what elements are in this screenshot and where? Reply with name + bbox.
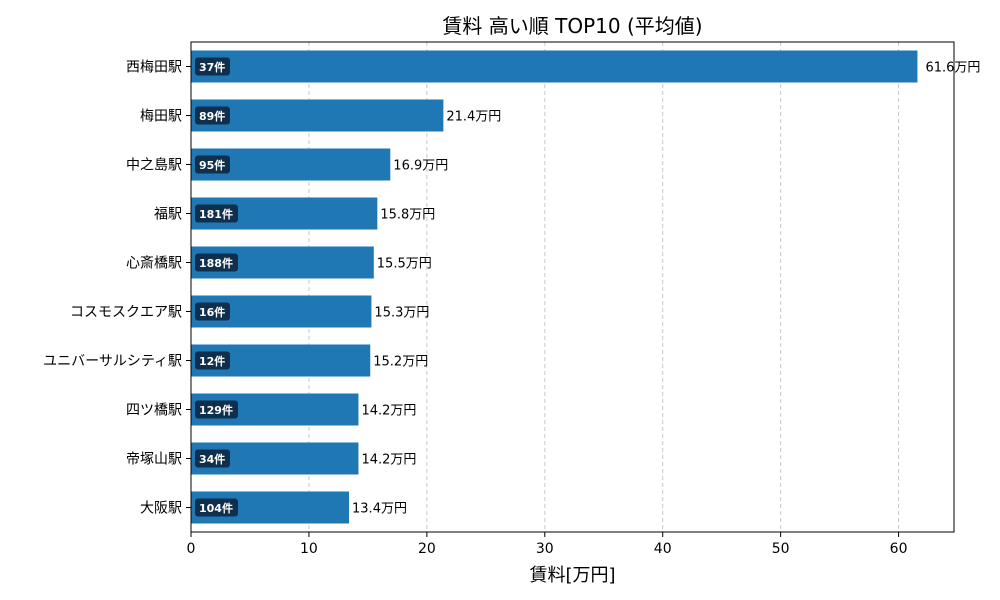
count-label: 16件 — [199, 305, 225, 319]
y-tick-label: 福駅 — [154, 207, 182, 223]
count-badge — [195, 351, 230, 370]
count-badge — [195, 400, 238, 419]
y-tick-label: 大阪駅 — [140, 501, 182, 517]
x-tick-label: 10 — [300, 541, 318, 557]
plot-frame — [190, 41, 955, 533]
value-label: 15.3万円 — [374, 306, 429, 321]
value-label: 14.2万円 — [361, 453, 416, 468]
count-badge — [195, 106, 230, 125]
value-label: 14.2万円 — [361, 404, 416, 419]
value-label: 61.6万円 — [925, 61, 980, 76]
count-label: 188件 — [199, 256, 233, 270]
count-badge — [195, 253, 238, 272]
x-tick-label: 50 — [772, 541, 790, 557]
value-label: 13.4万円 — [352, 502, 407, 517]
axes: 0 10 20 30 40 50 60 西梅田駅梅田駅中之島駅福駅心斎橋駅コスモスクエア駅ユニ… — [43, 60, 907, 558]
y-tick-label: 心斎橋駅 — [126, 255, 182, 272]
count-label: 12件 — [199, 354, 225, 368]
count-badge — [195, 449, 230, 468]
value-label: 16.9万円 — [393, 159, 448, 174]
value-label: 15.2万円 — [373, 355, 428, 370]
x-tick-label: 20 — [418, 541, 436, 557]
count-label: 181件 — [199, 207, 233, 221]
count-label: 129件 — [199, 403, 233, 417]
count-label: 89件 — [199, 109, 225, 123]
value-label: 15.8万円 — [380, 208, 435, 223]
y-tick-label: ユニバーサルシティ駅 — [43, 354, 182, 370]
count-label: 34件 — [199, 452, 225, 466]
count-label: 104件 — [199, 501, 233, 515]
x-tick-label: 30 — [536, 541, 554, 557]
y-tick-label: 梅田駅 — [140, 109, 182, 125]
count-label: 37件 — [199, 60, 225, 74]
x-tick-label: 0 — [187, 541, 196, 557]
x-tick-label: 40 — [654, 541, 672, 557]
y-tick-label: 四ツ橋駅 — [126, 403, 182, 419]
bars: 37件 61.6万円 89件 21.4万円 95件 16.9万円 181件 15.8万円 188… — [191, 50, 980, 524]
count-badge — [195, 57, 230, 76]
bar — [191, 99, 444, 132]
value-label: 21.4万円 — [446, 110, 501, 125]
y-tick-label: 西梅田駅 — [126, 60, 182, 76]
value-label: 15.5万円 — [377, 257, 432, 272]
count-badge — [195, 204, 238, 223]
x-axis-label: 賃料[万円] — [529, 565, 615, 586]
x-tick-label: 60 — [890, 541, 908, 557]
bar — [191, 50, 918, 83]
count-badge — [195, 498, 238, 517]
count-badge — [195, 155, 230, 174]
y-tick-label: 中之島駅 — [126, 158, 182, 174]
y-tick-label: 帝塚山駅 — [126, 452, 182, 468]
y-tick-label: コスモスクエア駅 — [70, 305, 182, 321]
chart-title: 賃料 高い順 TOP10 (平均値) — [442, 14, 702, 38]
count-badge — [195, 302, 230, 321]
count-label: 95件 — [199, 158, 225, 172]
